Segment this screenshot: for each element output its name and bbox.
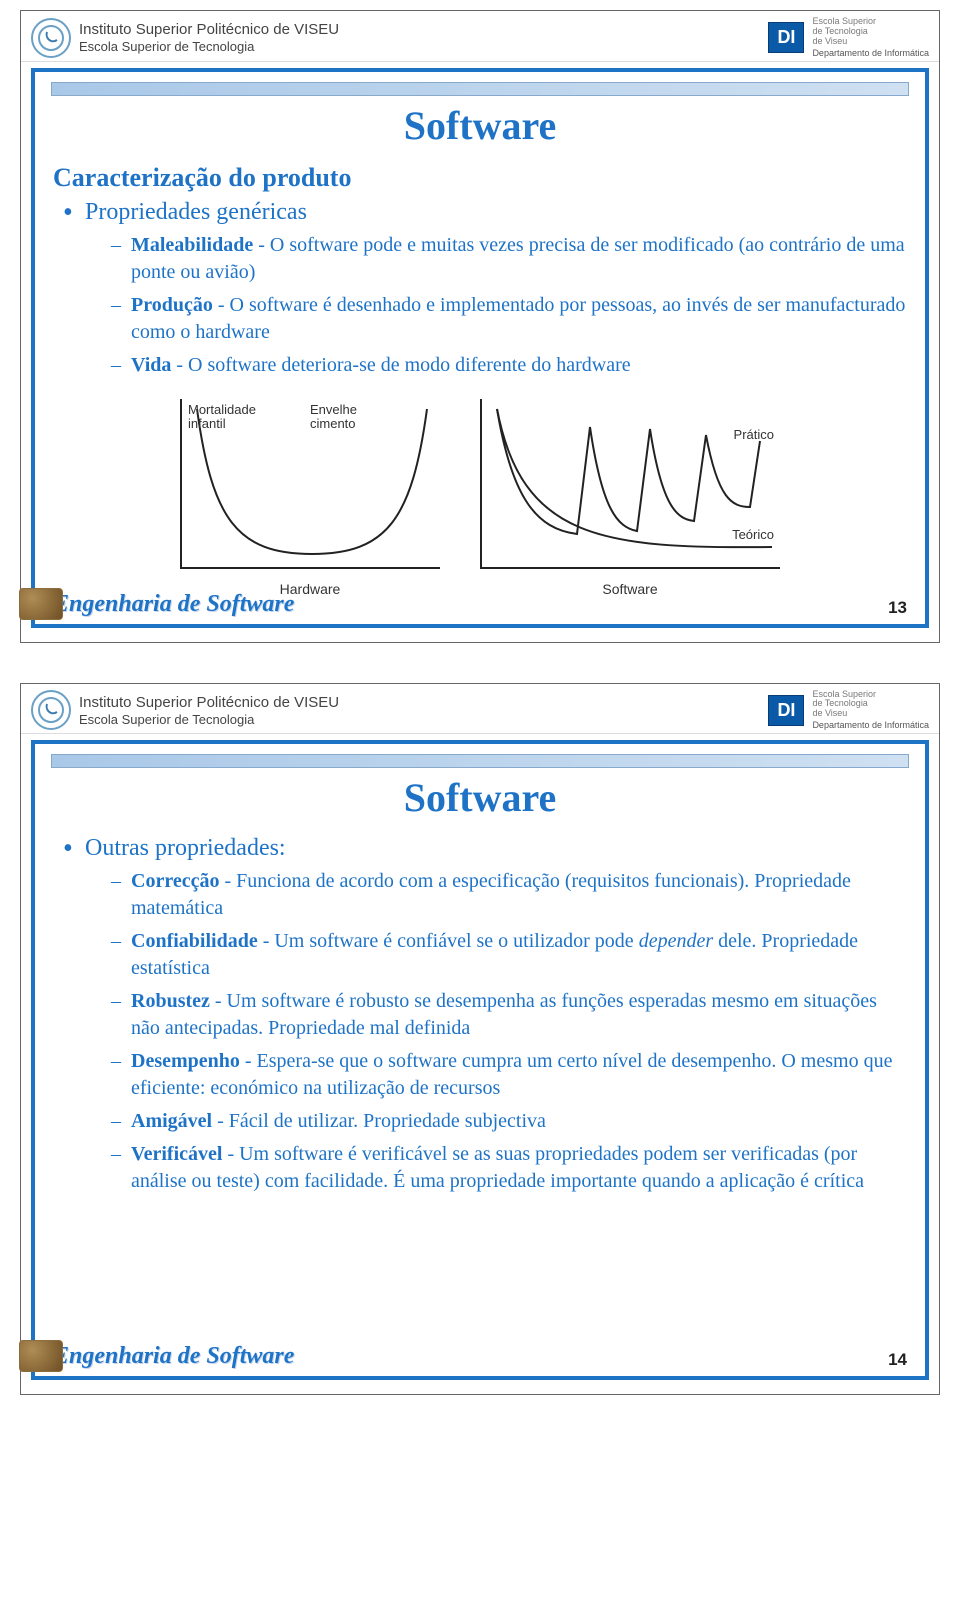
bullet-amigavel: Amigável - Fácil de utilizar. Propriedad… (111, 1108, 907, 1135)
header-left: Instituto Superior Politécnico de VISEU … (31, 18, 339, 58)
slide-header: Instituto Superior Politécnico de VISEU … (21, 684, 939, 735)
slide-number: 14 (888, 1350, 907, 1370)
slide-number: 13 (888, 598, 907, 618)
footer-title: Engenharia de Software (53, 1343, 294, 1369)
slide-14: Instituto Superior Politécnico de VISEU … (20, 683, 940, 1396)
prop-label: Robustez (131, 990, 210, 1012)
di-line3: de Viseu (812, 37, 929, 47)
prop-label: Maleabilidade (131, 234, 253, 256)
bullet-producao: Produção - O software é desenhado e impl… (111, 292, 907, 346)
prop-text: - Um software é confiável se o utilizado… (258, 930, 639, 952)
hardware-chart: Mortalidade infantil Envelhe cimento Har… (180, 399, 440, 597)
prop-label: Confiabilidade (131, 930, 258, 952)
title-stripe (51, 754, 909, 768)
bullet-text: Outras propriedades: (85, 835, 286, 861)
prop-text: - O software é desenhado e implementado … (131, 294, 905, 343)
prop-label: Amigável (131, 1110, 212, 1132)
slide-header: Instituto Superior Politécnico de VISEU … (21, 11, 939, 62)
bullet-verificavel: Verificável - Um software é verificável … (111, 1141, 907, 1195)
bullet-correccao: Correcção - Funciona de acordo com a esp… (111, 868, 907, 922)
gear-icon (19, 588, 63, 620)
di-dept: Departamento de Informática (812, 49, 929, 59)
slide-title: Software (53, 774, 907, 821)
header-right: DI Escola Superior de Tecnologia de Vise… (768, 690, 929, 732)
header-left: Instituto Superior Politécnico de VISEU … (31, 690, 339, 730)
prop-text: - O software deteriora-se de modo difere… (171, 354, 630, 376)
prop-label: Verificável (131, 1143, 222, 1165)
slide-title: Software (53, 102, 907, 149)
school-name: Escola Superior de Tecnologia (79, 39, 339, 55)
slide-footer: Engenharia de Software 14 (53, 1343, 907, 1370)
prop-label: Produção (131, 294, 213, 316)
charts-row: Mortalidade infantil Envelhe cimento Har… (53, 399, 907, 597)
prop-text: - Funciona de acordo com a especificação… (131, 870, 851, 919)
di-dept: Departamento de Informática (812, 721, 929, 731)
label-pratico: Prático (734, 427, 774, 442)
institution-name: Instituto Superior Politécnico de VISEU (79, 694, 339, 712)
prop-italic: depender (639, 930, 718, 952)
section-title: Caracterização do produto (53, 163, 907, 193)
institution-name: Instituto Superior Politécnico de VISEU (79, 21, 339, 39)
label-mortalidade: Mortalidade infantil (188, 403, 268, 432)
di-logo-icon: DI (768, 695, 804, 726)
bullet-other-properties: Outras propriedades: Correcção - Funcion… (63, 835, 907, 1195)
bullet-maleabilidade: Maleabilidade - O software pode e muitas… (111, 232, 907, 286)
di-logo-icon: DI (768, 22, 804, 53)
prop-label: Correcção (131, 870, 219, 892)
gear-icon (19, 1340, 63, 1372)
label-teorico: Teórico (732, 527, 774, 542)
prop-text: - Fácil de utilizar. Propriedade subject… (212, 1110, 546, 1132)
footer-title: Engenharia de Software (53, 591, 294, 617)
bullet-text: Propriedades genéricas (85, 199, 307, 225)
prop-label: Desempenho (131, 1050, 240, 1072)
slide-13: Instituto Superior Politécnico de VISEU … (20, 10, 940, 643)
software-chart: Prático Teórico Software (480, 399, 780, 597)
prop-label: Vida (131, 354, 171, 376)
school-logo-icon (31, 690, 71, 730)
slide-body: Software Caracterização do produto Propr… (31, 68, 929, 628)
bullet-generic-properties: Propriedades genéricas Maleabilidade - O… (63, 199, 907, 379)
header-right: DI Escola Superior de Tecnologia de Vise… (768, 17, 929, 59)
bullet-vida: Vida - O software deteriora-se de modo d… (111, 352, 907, 379)
prop-text: - Um software é robusto se desempenha as… (131, 990, 877, 1039)
bullet-confiabilidade: Confiabilidade - Um software é confiável… (111, 928, 907, 982)
school-logo-icon (31, 18, 71, 58)
slide-footer: Engenharia de Software 13 (53, 591, 907, 618)
bullet-robustez: Robustez - Um software é robusto se dese… (111, 988, 907, 1042)
title-stripe (51, 82, 909, 96)
bullet-desempenho: Desempenho - Espera-se que o software cu… (111, 1048, 907, 1102)
slide-body: Software Outras propriedades: Correcção … (31, 740, 929, 1380)
di-line3: de Viseu (812, 709, 929, 719)
prop-text: - Um software é verificável se as suas p… (131, 1143, 864, 1192)
label-envelhecimento: Envelhe cimento (310, 403, 380, 432)
software-curve-icon (482, 399, 782, 569)
school-name: Escola Superior de Tecnologia (79, 712, 339, 728)
prop-text: - Espera-se que o software cumpra um cer… (131, 1050, 892, 1099)
